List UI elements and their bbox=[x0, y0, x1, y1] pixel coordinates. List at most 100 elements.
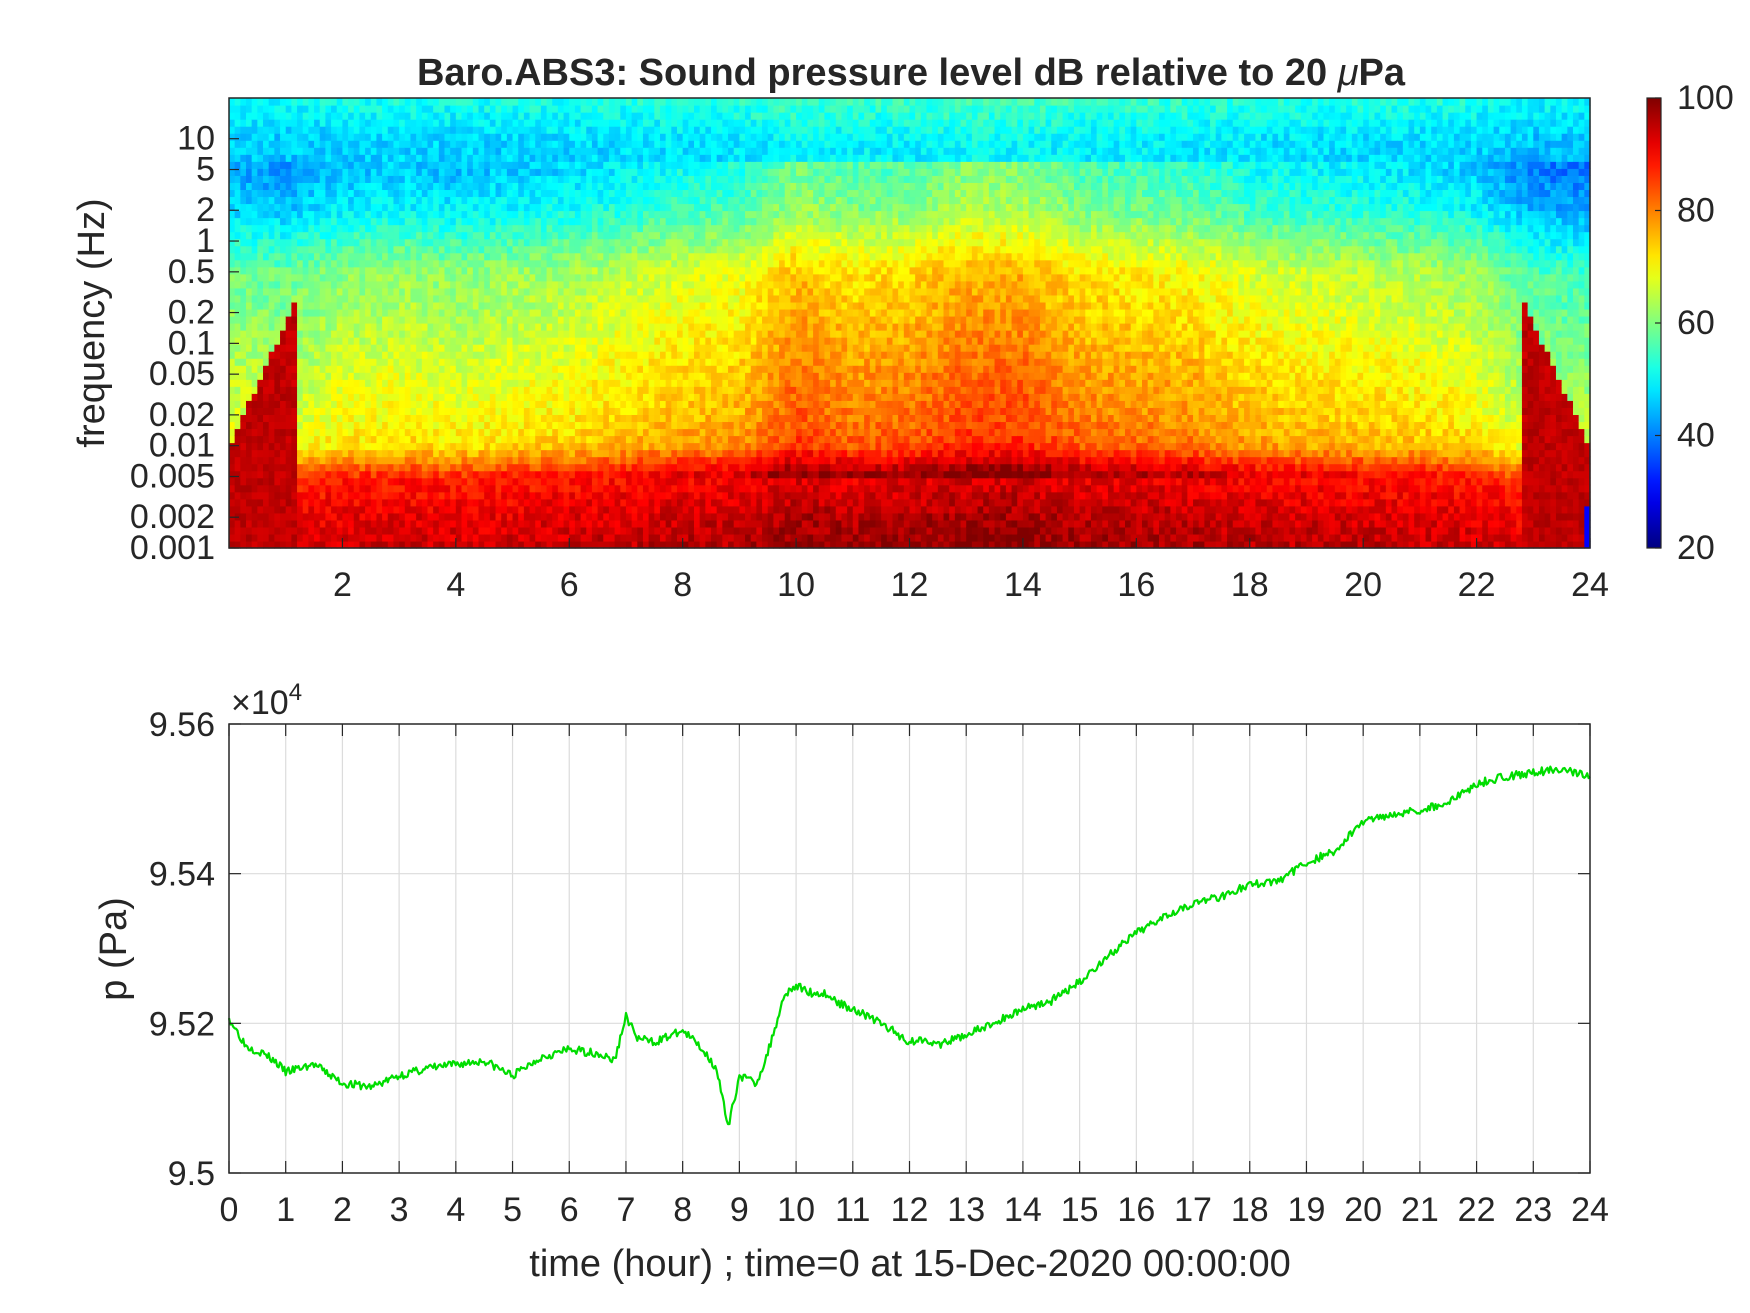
spectrogram-cell bbox=[234, 323, 241, 331]
spectrogram-cell bbox=[410, 210, 417, 219]
spectrogram-cell bbox=[512, 301, 519, 310]
spectrogram-cell bbox=[393, 189, 400, 198]
spectrogram-cell bbox=[229, 266, 236, 275]
spectrogram-cell bbox=[246, 231, 253, 240]
spectrogram-cell bbox=[314, 505, 321, 514]
spectrogram-cell bbox=[455, 133, 463, 141]
spectrogram-cell bbox=[574, 168, 582, 176]
spectrogram-cell bbox=[597, 477, 604, 486]
spectrogram-cell bbox=[444, 210, 451, 219]
spectrogram-cell bbox=[557, 147, 565, 155]
spectrogram-cell bbox=[280, 196, 287, 205]
spectrogram-cell bbox=[523, 287, 531, 296]
spectrogram-cell bbox=[642, 470, 650, 479]
spectrogram-cell bbox=[246, 98, 253, 106]
spectrogram-cell bbox=[263, 533, 270, 542]
spectrogram-cell bbox=[274, 189, 281, 198]
spectrogram-cell bbox=[648, 484, 655, 493]
spectrogram-cell bbox=[393, 231, 400, 240]
spectrogram-cell bbox=[416, 449, 423, 458]
spectrogram-cell bbox=[421, 126, 429, 134]
spectrogram-cell bbox=[455, 224, 463, 233]
spectrogram-cell bbox=[257, 400, 264, 408]
spectrogram-cell bbox=[546, 119, 553, 127]
spectrogram-cell bbox=[444, 224, 451, 233]
spectrogram-cell bbox=[421, 175, 429, 183]
spectrogram-cell bbox=[314, 315, 321, 324]
spectrogram-cell bbox=[348, 442, 355, 451]
spectrogram-cell bbox=[433, 407, 440, 416]
spectrogram-cell bbox=[274, 407, 281, 416]
spectrogram-cell bbox=[302, 512, 309, 521]
spectrogram-cell bbox=[501, 421, 508, 430]
spectrogram-cell bbox=[552, 512, 559, 521]
spectrogram-cell bbox=[229, 449, 236, 458]
spectrogram-cell bbox=[557, 273, 565, 282]
spectrogram-cell bbox=[263, 315, 270, 324]
spectrogram-cell bbox=[257, 498, 264, 507]
spectrogram-cell bbox=[308, 259, 315, 268]
spectrogram-cell bbox=[535, 280, 542, 289]
spectrogram-cell bbox=[512, 126, 519, 134]
spectrogram-cell bbox=[450, 526, 457, 535]
spectrogram-cell bbox=[620, 224, 627, 233]
spectrogram-cell bbox=[404, 323, 412, 331]
spectrogram-cell bbox=[586, 428, 593, 437]
spectrogram-cell bbox=[461, 294, 468, 303]
spectrogram-cell bbox=[331, 294, 338, 303]
spectrogram-cell bbox=[461, 442, 468, 451]
spectrogram-cell bbox=[229, 358, 236, 366]
spectrogram-cell bbox=[257, 217, 264, 226]
spectrogram-cell bbox=[546, 330, 553, 338]
spectrogram-cell bbox=[336, 456, 344, 465]
spectrogram-cell bbox=[370, 294, 378, 303]
spectrogram-cell bbox=[314, 351, 321, 359]
spectrogram-cell bbox=[472, 112, 480, 120]
spectrogram-cell bbox=[325, 189, 332, 198]
spectrogram-cell bbox=[603, 140, 610, 148]
spectrogram-cell bbox=[297, 533, 304, 542]
spectrogram-cell bbox=[659, 533, 667, 542]
spectrogram-cell bbox=[501, 161, 508, 169]
spectrogram-cell bbox=[433, 498, 440, 507]
spectrogram-cell bbox=[489, 238, 497, 247]
spectrogram-cell bbox=[376, 372, 383, 380]
spectrogram-cell bbox=[642, 161, 650, 169]
spectrogram-cell bbox=[472, 126, 480, 134]
spectrogram-cell bbox=[467, 154, 474, 162]
spectrogram-cell bbox=[603, 147, 610, 155]
spectrogram-cell bbox=[597, 344, 604, 352]
spectrogram-cell bbox=[342, 224, 349, 233]
spectrogram-cell bbox=[314, 126, 321, 134]
spectrogram-cell bbox=[314, 119, 321, 127]
spectrogram-cell bbox=[467, 358, 474, 366]
spectrogram-cell bbox=[240, 168, 247, 176]
spectrogram-cell bbox=[489, 337, 497, 345]
spectrogram-cell bbox=[387, 266, 395, 275]
spectrogram-cell bbox=[348, 512, 355, 521]
spectrogram-cell bbox=[540, 147, 548, 155]
spectrogram-cell bbox=[246, 358, 253, 366]
spectrogram-cell bbox=[603, 217, 610, 226]
spectrogram-cell bbox=[353, 231, 361, 240]
spectrogram-cell bbox=[336, 168, 344, 176]
spectrogram-cell bbox=[229, 470, 236, 479]
spectrogram-cell bbox=[433, 330, 440, 338]
spectrogram-cell bbox=[370, 252, 378, 261]
spectrogram-cell bbox=[263, 477, 270, 486]
spectrogram-cell bbox=[342, 456, 349, 465]
spectrogram-cell bbox=[484, 351, 491, 359]
spectrogram-cell bbox=[291, 105, 298, 113]
spectrogram-cell bbox=[535, 463, 542, 472]
spectrogram-cell bbox=[512, 512, 519, 521]
spectrogram-cell bbox=[518, 372, 525, 380]
spectrogram-cell bbox=[484, 449, 491, 458]
spectrogram-cell bbox=[484, 126, 491, 134]
spectrogram-cell bbox=[376, 365, 383, 373]
spectrogram-cell bbox=[427, 505, 434, 514]
spectrogram-cell bbox=[268, 126, 275, 134]
spectrogram-cell bbox=[495, 189, 502, 198]
spectrogram-cell bbox=[308, 280, 315, 289]
spectrogram-cell bbox=[302, 147, 309, 155]
spectrogram-cell bbox=[427, 330, 434, 338]
